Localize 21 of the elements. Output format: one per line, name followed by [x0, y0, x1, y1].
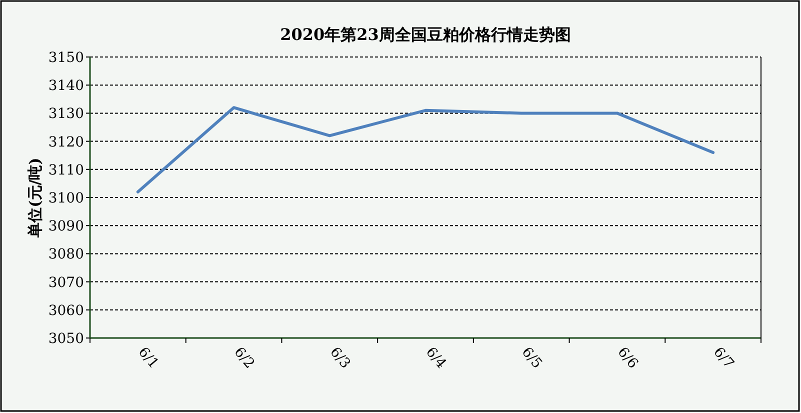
y-tick-label: 3120 — [48, 134, 84, 150]
y-tick-label: 3140 — [48, 78, 84, 94]
y-axis-title: 单位(元/吨) — [26, 158, 44, 238]
y-tick-label: 3090 — [48, 218, 84, 235]
chart-title: 2020年第23周全国豆粕价格行情走势图 — [280, 25, 571, 44]
y-tick-label: 3150 — [48, 50, 84, 66]
y-tick-label: 3130 — [48, 106, 84, 122]
x-tick-label: 6/4 — [422, 344, 450, 372]
x-tick-label: 6/3 — [326, 344, 354, 372]
x-tick-label: 6/5 — [518, 344, 546, 372]
y-tick-label: 3100 — [48, 190, 84, 206]
y-tick-label: 3080 — [48, 246, 84, 263]
y-tick-label: 3110 — [48, 162, 84, 178]
line-series — [136, 106, 715, 194]
y-tick-label: 3070 — [48, 274, 84, 291]
y-tick-label: 3050 — [48, 331, 84, 347]
x-tick-label: 6/1 — [134, 344, 162, 372]
x-tick-label: 6/2 — [230, 344, 258, 372]
x-tick-label: 6/7 — [710, 344, 737, 372]
x-tick-label: 6/6 — [614, 344, 641, 372]
y-tick-label: 3060 — [48, 302, 84, 319]
